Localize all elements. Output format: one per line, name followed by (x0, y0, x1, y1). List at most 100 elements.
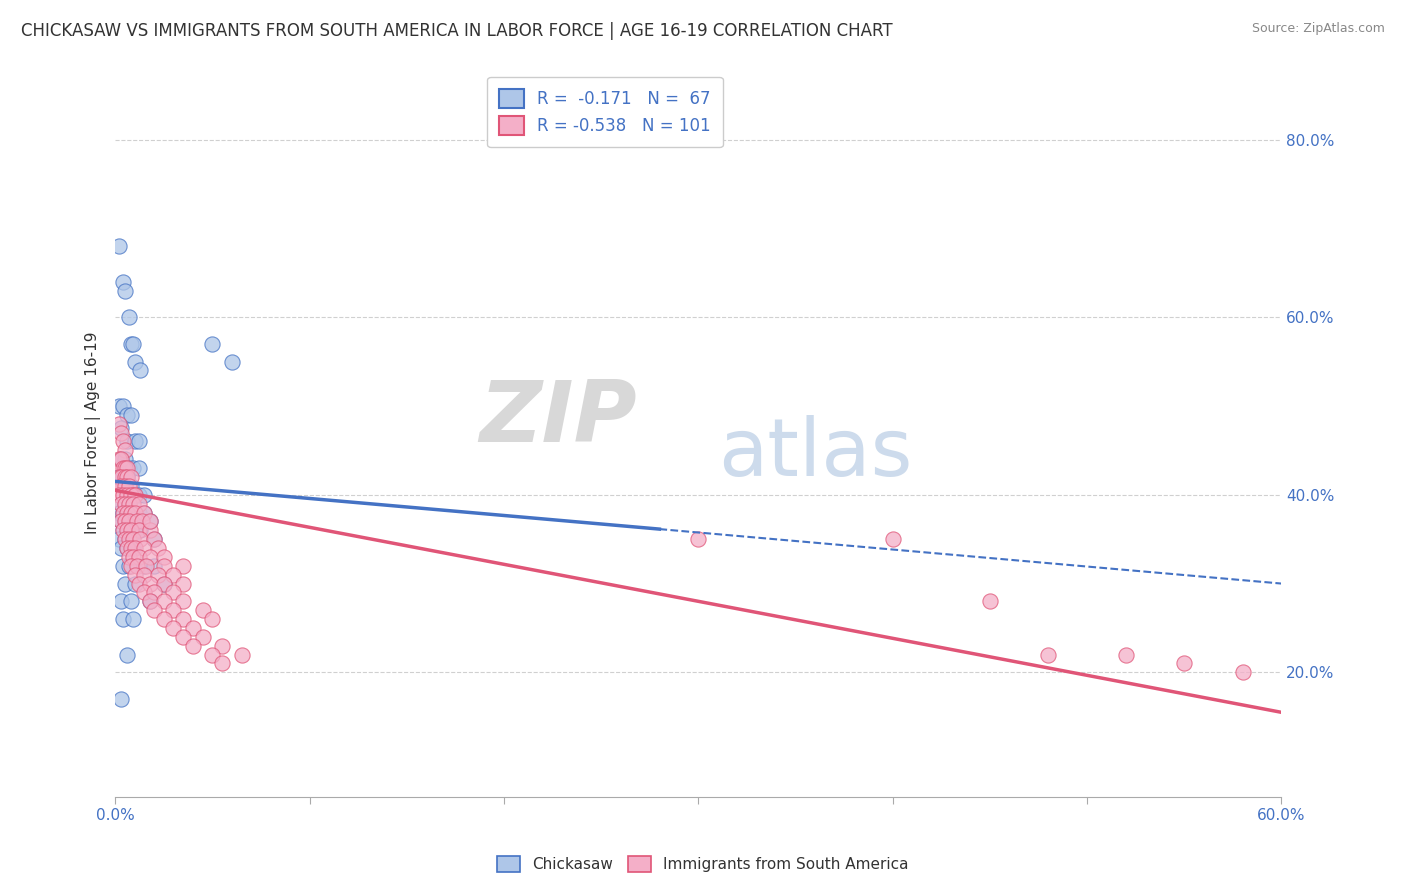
Point (181, 621, 204, 635)
Point (114, 532, 136, 546)
Point (131, 515, 153, 529)
Point (118, 549, 141, 564)
Point (111, 434, 134, 449)
Text: atlas: atlas (717, 416, 912, 493)
Point (118, 558, 141, 573)
Point (108, 399, 131, 413)
Point (121, 532, 143, 546)
Point (120, 336, 142, 351)
Point (115, 506, 138, 520)
Point (118, 461, 141, 475)
Point (128, 549, 150, 564)
Point (143, 603, 166, 617)
Point (172, 594, 194, 608)
Point (114, 479, 136, 493)
Point (125, 515, 148, 529)
Point (120, 506, 142, 520)
Point (134, 541, 156, 555)
Point (108, 532, 131, 546)
Point (1036, 648, 1059, 662)
Point (114, 452, 136, 467)
Text: CHICKASAW VS IMMIGRANTS FROM SOUTH AMERICA IN LABOR FORCE | AGE 16-19 CORRELATIO: CHICKASAW VS IMMIGRANTS FROM SOUTH AMERI… (21, 22, 893, 40)
Point (134, 506, 156, 520)
Point (135, 558, 157, 573)
Point (108, 417, 131, 431)
Point (120, 479, 142, 493)
Point (108, 470, 131, 484)
Point (111, 479, 134, 493)
Point (162, 621, 184, 635)
Point (108, 470, 131, 484)
Point (139, 594, 162, 608)
Point (118, 515, 141, 529)
Point (111, 399, 134, 413)
Point (114, 470, 136, 484)
Point (110, 594, 132, 608)
Point (139, 594, 162, 608)
Point (201, 648, 224, 662)
Point (114, 443, 136, 458)
Point (115, 488, 138, 502)
Legend: R =  -0.171   N =  67, R = -0.538   N = 101: R = -0.171 N = 67, R = -0.538 N = 101 (488, 77, 723, 147)
Point (110, 479, 132, 493)
Point (128, 506, 150, 520)
Point (120, 515, 142, 529)
Point (114, 532, 136, 546)
Text: Source: ZipAtlas.com: Source: ZipAtlas.com (1251, 22, 1385, 36)
Point (201, 612, 224, 626)
Point (129, 363, 152, 377)
Point (108, 506, 131, 520)
Point (120, 408, 142, 422)
Point (114, 515, 136, 529)
Point (115, 470, 138, 484)
Text: ZIP: ZIP (479, 376, 637, 459)
Point (143, 558, 166, 573)
Point (121, 336, 143, 351)
Point (110, 541, 132, 555)
Y-axis label: In Labor Force | Age 16-19: In Labor Force | Age 16-19 (86, 331, 101, 533)
Point (191, 630, 214, 644)
Point (110, 470, 132, 484)
Point (111, 558, 134, 573)
Point (201, 336, 224, 351)
Point (172, 558, 194, 573)
Point (172, 612, 194, 626)
Point (134, 585, 156, 599)
Point (139, 523, 162, 537)
Point (152, 612, 174, 626)
Point (139, 515, 162, 529)
Point (118, 497, 141, 511)
Point (124, 523, 146, 537)
Point (114, 576, 136, 591)
Point (108, 239, 131, 253)
Point (124, 354, 146, 368)
Point (162, 585, 184, 599)
Point (121, 506, 143, 520)
Point (221, 354, 243, 368)
Point (115, 648, 138, 662)
Point (111, 470, 134, 484)
Point (118, 479, 141, 493)
Point (114, 284, 136, 298)
Point (146, 567, 169, 582)
Point (115, 506, 138, 520)
Point (172, 630, 194, 644)
Point (118, 497, 141, 511)
Point (115, 523, 138, 537)
Point (146, 541, 169, 555)
Point (172, 576, 194, 591)
Point (115, 541, 138, 555)
Point (128, 497, 150, 511)
Point (124, 506, 146, 520)
Point (128, 488, 150, 502)
Point (124, 434, 146, 449)
Point (124, 541, 146, 555)
Point (114, 497, 136, 511)
Point (152, 558, 174, 573)
Point (121, 549, 143, 564)
Point (152, 549, 174, 564)
Point (120, 488, 142, 502)
Point (115, 470, 138, 484)
Point (120, 532, 142, 546)
Point (111, 275, 134, 289)
